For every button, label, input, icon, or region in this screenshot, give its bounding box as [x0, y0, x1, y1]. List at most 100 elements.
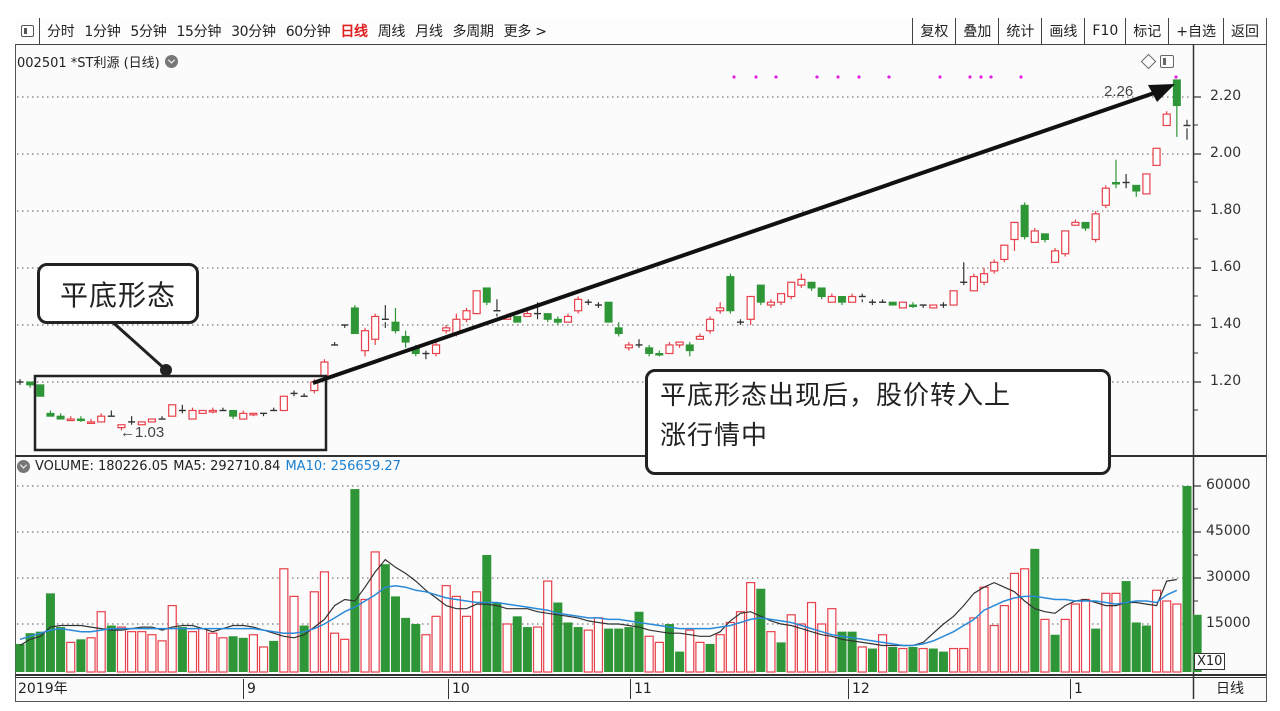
tab-period-9[interactable]: 多周期	[452, 24, 494, 40]
date-tick-label: 2019年	[18, 681, 68, 697]
toolbar-button-2[interactable]: 统计	[998, 18, 1041, 44]
high-price-label: 2.26	[1104, 83, 1133, 100]
candle	[513, 315, 522, 323]
volume-bar	[258, 646, 269, 673]
volume-bar	[1182, 486, 1192, 672]
volume-bar	[127, 631, 137, 673]
stock-title-bar: 002501 *ST利源 (日线)	[17, 52, 178, 71]
candle	[462, 307, 471, 323]
tab-period-5[interactable]: 60分钟	[285, 24, 331, 40]
candle	[979, 268, 989, 286]
candle	[939, 302, 947, 308]
candle	[331, 342, 339, 346]
candle	[1071, 219, 1080, 226]
candle	[350, 305, 359, 335]
volume-bar	[177, 627, 187, 672]
candle	[726, 273, 735, 314]
volume-bar	[695, 641, 705, 673]
volume-bar	[725, 621, 735, 673]
candle	[442, 325, 451, 334]
volume-bar	[461, 615, 472, 673]
toolbar-button-7[interactable]: 返回	[1223, 18, 1266, 44]
candle	[969, 273, 978, 292]
toolbar-button-4[interactable]: F10	[1084, 18, 1125, 44]
candle	[219, 407, 227, 412]
candle	[1142, 173, 1151, 195]
date-tick-label: 1	[1070, 679, 1083, 699]
volume-bar	[857, 646, 867, 673]
candle	[614, 322, 623, 337]
candle	[401, 330, 410, 348]
volume-tick-label: 15000	[1206, 615, 1251, 631]
volume-bar	[238, 637, 248, 672]
tab-period-6[interactable]: 日线	[340, 24, 368, 40]
candle	[604, 301, 613, 323]
sidebar-toggle-button[interactable]	[15, 18, 40, 44]
candle	[563, 313, 573, 323]
volume-bar	[116, 626, 127, 673]
candle	[1162, 111, 1171, 127]
candle	[868, 299, 876, 306]
price-tick-label: 1.40	[1210, 316, 1242, 332]
volume-bar	[847, 631, 857, 672]
volume-bar	[776, 642, 786, 672]
candle	[624, 342, 633, 351]
tab-period-2[interactable]: 5分钟	[130, 24, 167, 40]
candle	[1111, 159, 1120, 189]
candle	[960, 262, 968, 286]
chevron-down-icon[interactable]	[164, 55, 178, 68]
chevron-down-icon[interactable]	[17, 460, 30, 473]
volume-bar	[1070, 603, 1080, 673]
candle	[482, 287, 491, 306]
candle	[879, 299, 887, 303]
toolbar-button-0[interactable]: 复权	[912, 18, 955, 44]
toolbar-button-1[interactable]: 叠加	[955, 18, 998, 44]
tab-period-4[interactable]: 30分钟	[231, 24, 276, 40]
flat-bottom-box	[33, 374, 328, 452]
candle	[279, 395, 288, 412]
toolbar-button-3[interactable]: 画线	[1041, 18, 1084, 44]
tab-period-1[interactable]: 1分钟	[84, 24, 121, 40]
toolbar-button-6[interactable]: +自选	[1168, 18, 1223, 44]
trend-arrow	[312, 89, 1161, 385]
candle	[147, 418, 157, 423]
volume-bar	[746, 581, 756, 673]
toolbar-button-5[interactable]: 标记	[1125, 18, 1168, 44]
volume-bar	[1111, 592, 1121, 673]
tab-period-7[interactable]: 周线	[377, 24, 406, 40]
stock-title: 002501 *ST利源 (日线)	[17, 56, 160, 71]
volume-bar	[76, 639, 86, 672]
tab-period-3[interactable]: 15分钟	[176, 24, 222, 40]
candle	[1101, 185, 1110, 209]
volume-bar	[979, 586, 989, 673]
signal-dot	[989, 75, 993, 79]
signal-dot	[857, 75, 861, 79]
volume-bar	[66, 641, 76, 673]
candle	[827, 293, 836, 303]
volume-bar	[482, 555, 492, 672]
callout-uptrend: 平底形态出现后，股价转入上 涨行情中	[645, 369, 1111, 475]
tab-period-10[interactable]: 更多 >	[503, 24, 547, 40]
candle	[919, 304, 927, 308]
candle	[320, 359, 329, 377]
panel-icon[interactable]	[1160, 55, 1174, 68]
signal-dot	[815, 75, 819, 79]
volume-bar	[1172, 603, 1182, 673]
volume-bar	[948, 647, 959, 673]
volume-bar	[806, 601, 817, 673]
volume-bar	[1020, 568, 1030, 673]
candle	[168, 404, 177, 417]
volume-tick-label: 30000	[1206, 569, 1251, 585]
tab-period-8[interactable]: 月线	[415, 24, 443, 40]
ma10-line	[19, 584, 1178, 647]
volume-bar	[329, 632, 340, 673]
volume-bar	[25, 633, 35, 672]
candle	[685, 342, 694, 357]
candle	[553, 316, 562, 325]
candle	[300, 393, 308, 397]
volume-bar	[421, 634, 431, 673]
tab-period-0[interactable]: 分时	[47, 24, 75, 40]
volume-bar	[1080, 598, 1091, 673]
volume-bar	[289, 595, 299, 673]
